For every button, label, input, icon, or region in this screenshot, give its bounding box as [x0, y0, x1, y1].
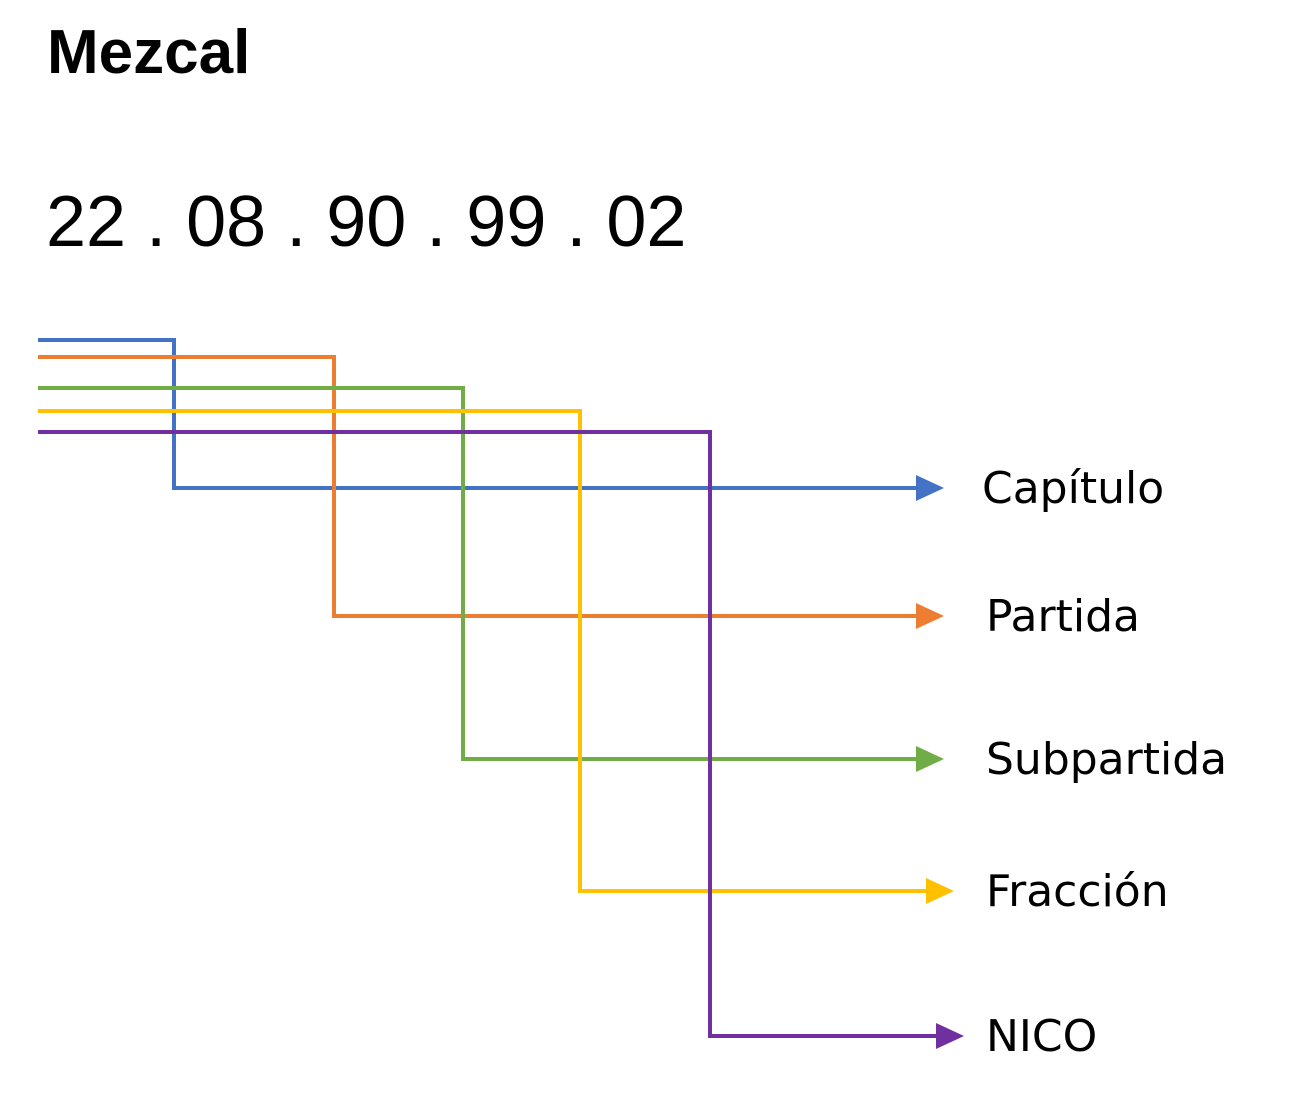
connector-partida	[38, 355, 916, 618]
diagram-title: Mezcal	[47, 18, 251, 87]
arrow-right-icon	[916, 475, 944, 501]
arrow-right-icon	[936, 1023, 964, 1049]
label-group: Capítulo Partida Subpartida Fracción NICO	[982, 463, 1227, 1062]
connector-group	[38, 338, 964, 1049]
tariff-code: 22 . 08 . 90 . 99 . 02	[46, 182, 687, 262]
arrow-right-icon	[916, 603, 944, 629]
label-capitulo: Capítulo	[982, 463, 1164, 514]
arrow-right-icon	[916, 746, 944, 772]
label-fraccion: Fracción	[986, 866, 1169, 917]
label-partida: Partida	[986, 591, 1140, 642]
label-nico: NICO	[986, 1011, 1097, 1062]
connector-subpartida	[38, 386, 916, 761]
label-subpartida: Subpartida	[986, 734, 1227, 785]
connector-fraccion	[38, 409, 926, 893]
connector-capitulo	[38, 338, 916, 490]
connector-nico	[38, 430, 936, 1038]
arrow-right-icon	[926, 878, 954, 904]
